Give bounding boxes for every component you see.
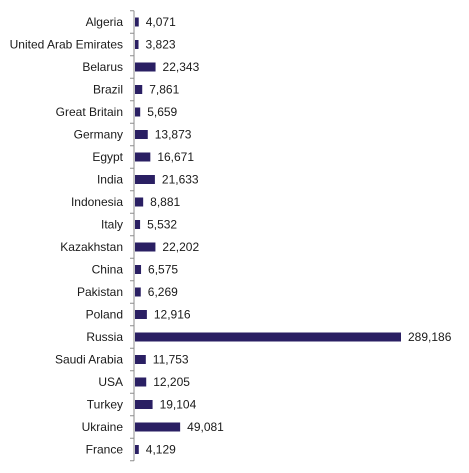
bar [135, 40, 139, 49]
value-label: 16,671 [157, 150, 194, 164]
category-label: China [92, 263, 124, 277]
bar [135, 130, 148, 139]
category-label: Ukraine [82, 420, 124, 434]
value-label: 22,343 [163, 60, 200, 74]
category-label: Egypt [92, 150, 123, 164]
bar [135, 332, 401, 342]
bar [135, 107, 141, 117]
category-label: Algeria [86, 15, 124, 29]
value-label: 6,269 [148, 285, 178, 299]
bar [135, 265, 142, 274]
category-label: Kazakhstan [60, 240, 123, 254]
category-label: France [86, 443, 124, 457]
bar [135, 377, 147, 387]
value-label: 11,753 [153, 353, 189, 367]
bar [135, 400, 153, 409]
bar [135, 355, 146, 364]
bar [135, 220, 141, 229]
bar [135, 175, 155, 184]
category-label: Great Britain [56, 105, 123, 119]
bar [135, 17, 139, 27]
value-label: 21,633 [162, 173, 199, 187]
category-label: USA [98, 375, 123, 389]
category-label: Poland [86, 308, 123, 322]
axis-ticks [130, 10, 134, 462]
value-label: 13,873 [155, 128, 192, 142]
value-label: 12,205 [153, 375, 190, 389]
category-label: Saudi Arabia [55, 353, 123, 367]
bar [135, 422, 181, 432]
value-label: 19,104 [160, 398, 197, 412]
labels-group: Algeria 4,071 United Arab Emirates 3,823 Bel… [10, 15, 452, 457]
value-label: 4,071 [146, 15, 176, 29]
bar [135, 242, 156, 252]
value-label: 5,659 [147, 105, 177, 119]
value-label: 22,202 [162, 240, 199, 254]
value-label: 5,532 [147, 218, 177, 232]
value-label: 6,575 [148, 263, 178, 277]
value-label: 3,823 [146, 38, 176, 52]
bar [135, 310, 147, 319]
category-label: Turkey [87, 398, 123, 412]
category-label: Pakistan [77, 285, 123, 299]
value-label: 289,186 [408, 330, 452, 344]
category-label: United Arab Emirates [10, 38, 123, 52]
bar [135, 287, 141, 297]
category-label: Indonesia [71, 195, 123, 209]
category-label: Russia [86, 330, 123, 344]
bar [135, 197, 144, 207]
value-label: 49,081 [187, 420, 224, 434]
category-label: Germany [74, 128, 123, 142]
category-label: Brazil [93, 83, 123, 97]
category-label: India [97, 173, 123, 187]
bar [135, 445, 139, 454]
category-label: Italy [101, 218, 123, 232]
bar [135, 152, 151, 162]
bar [135, 85, 143, 94]
value-label: 4,129 [146, 443, 176, 457]
value-label: 8,881 [150, 195, 180, 209]
value-label: 7,861 [149, 83, 179, 97]
category-label: Belarus [82, 60, 123, 74]
value-label: 12,916 [154, 308, 191, 322]
bars-group [135, 17, 401, 454]
bar [135, 62, 156, 72]
